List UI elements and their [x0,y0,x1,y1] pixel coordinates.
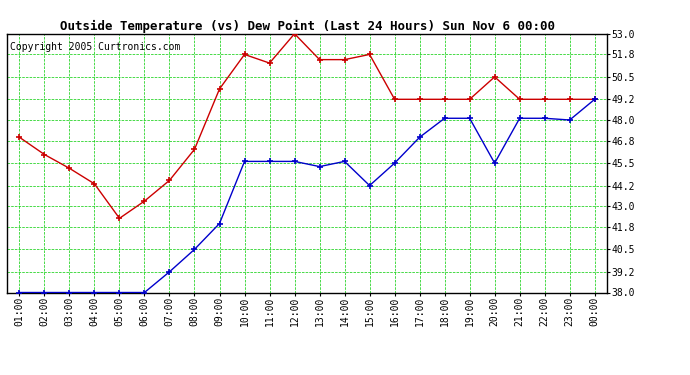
Title: Outside Temperature (vs) Dew Point (Last 24 Hours) Sun Nov 6 00:00: Outside Temperature (vs) Dew Point (Last… [59,20,555,33]
Text: Copyright 2005 Curtronics.com: Copyright 2005 Curtronics.com [10,42,180,51]
